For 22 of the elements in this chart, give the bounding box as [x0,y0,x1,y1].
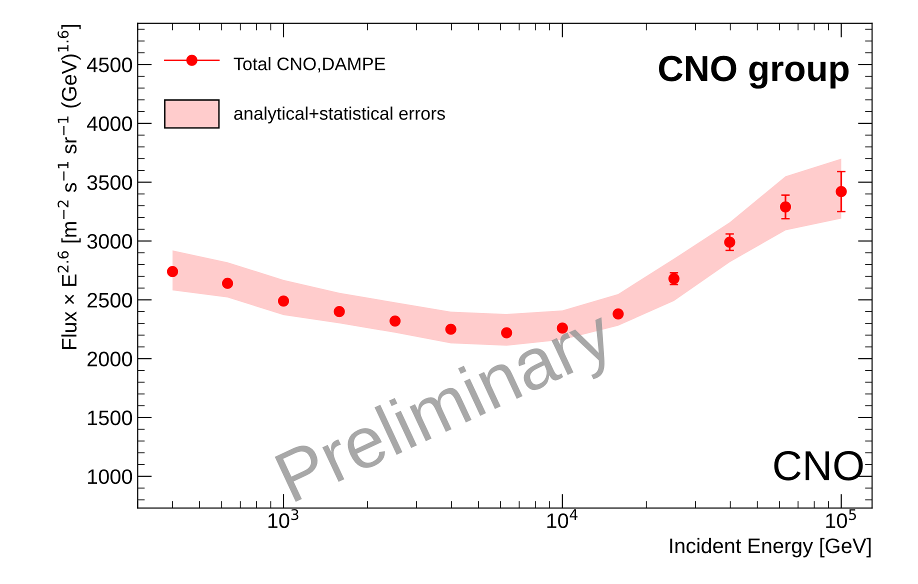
y-tick-label: 3500 [87,175,132,190]
text: Flux × E$^{2.6}$ [m$^{−2}$ s$^{−1}$ sr$^{−1}$ (GeV)$^{1.6}$] [58,25,81,349]
y-tick-label: 1500 [88,410,132,426]
point [166,266,178,278]
legend-label: Total CNO,DAMPE [234,57,386,72]
y-tick-label: 2500 [88,292,132,308]
point [222,278,234,289]
x-tick-label: 10$^{5}$ [826,509,856,528]
y-tick-label: 1000 [88,469,132,484]
y-tick-label: 4500 [86,58,132,72]
x-tick-label: 10$^{4}$ [547,509,578,528]
y-tick-label: 2000 [88,352,132,366]
y-tick-label: 3000 [87,234,132,249]
y-tick-label: 4000 [86,116,132,132]
x-axis-title: Incident Energy [GeV] [670,538,871,558]
x-tick-label: 10$^{3}$ [268,509,298,528]
point [278,295,290,307]
annotation: CNO [774,450,863,480]
annotation: CNO group [658,56,849,89]
point [334,306,345,318]
point [612,308,624,320]
legend-label: analytical+statistical errors [234,106,445,124]
